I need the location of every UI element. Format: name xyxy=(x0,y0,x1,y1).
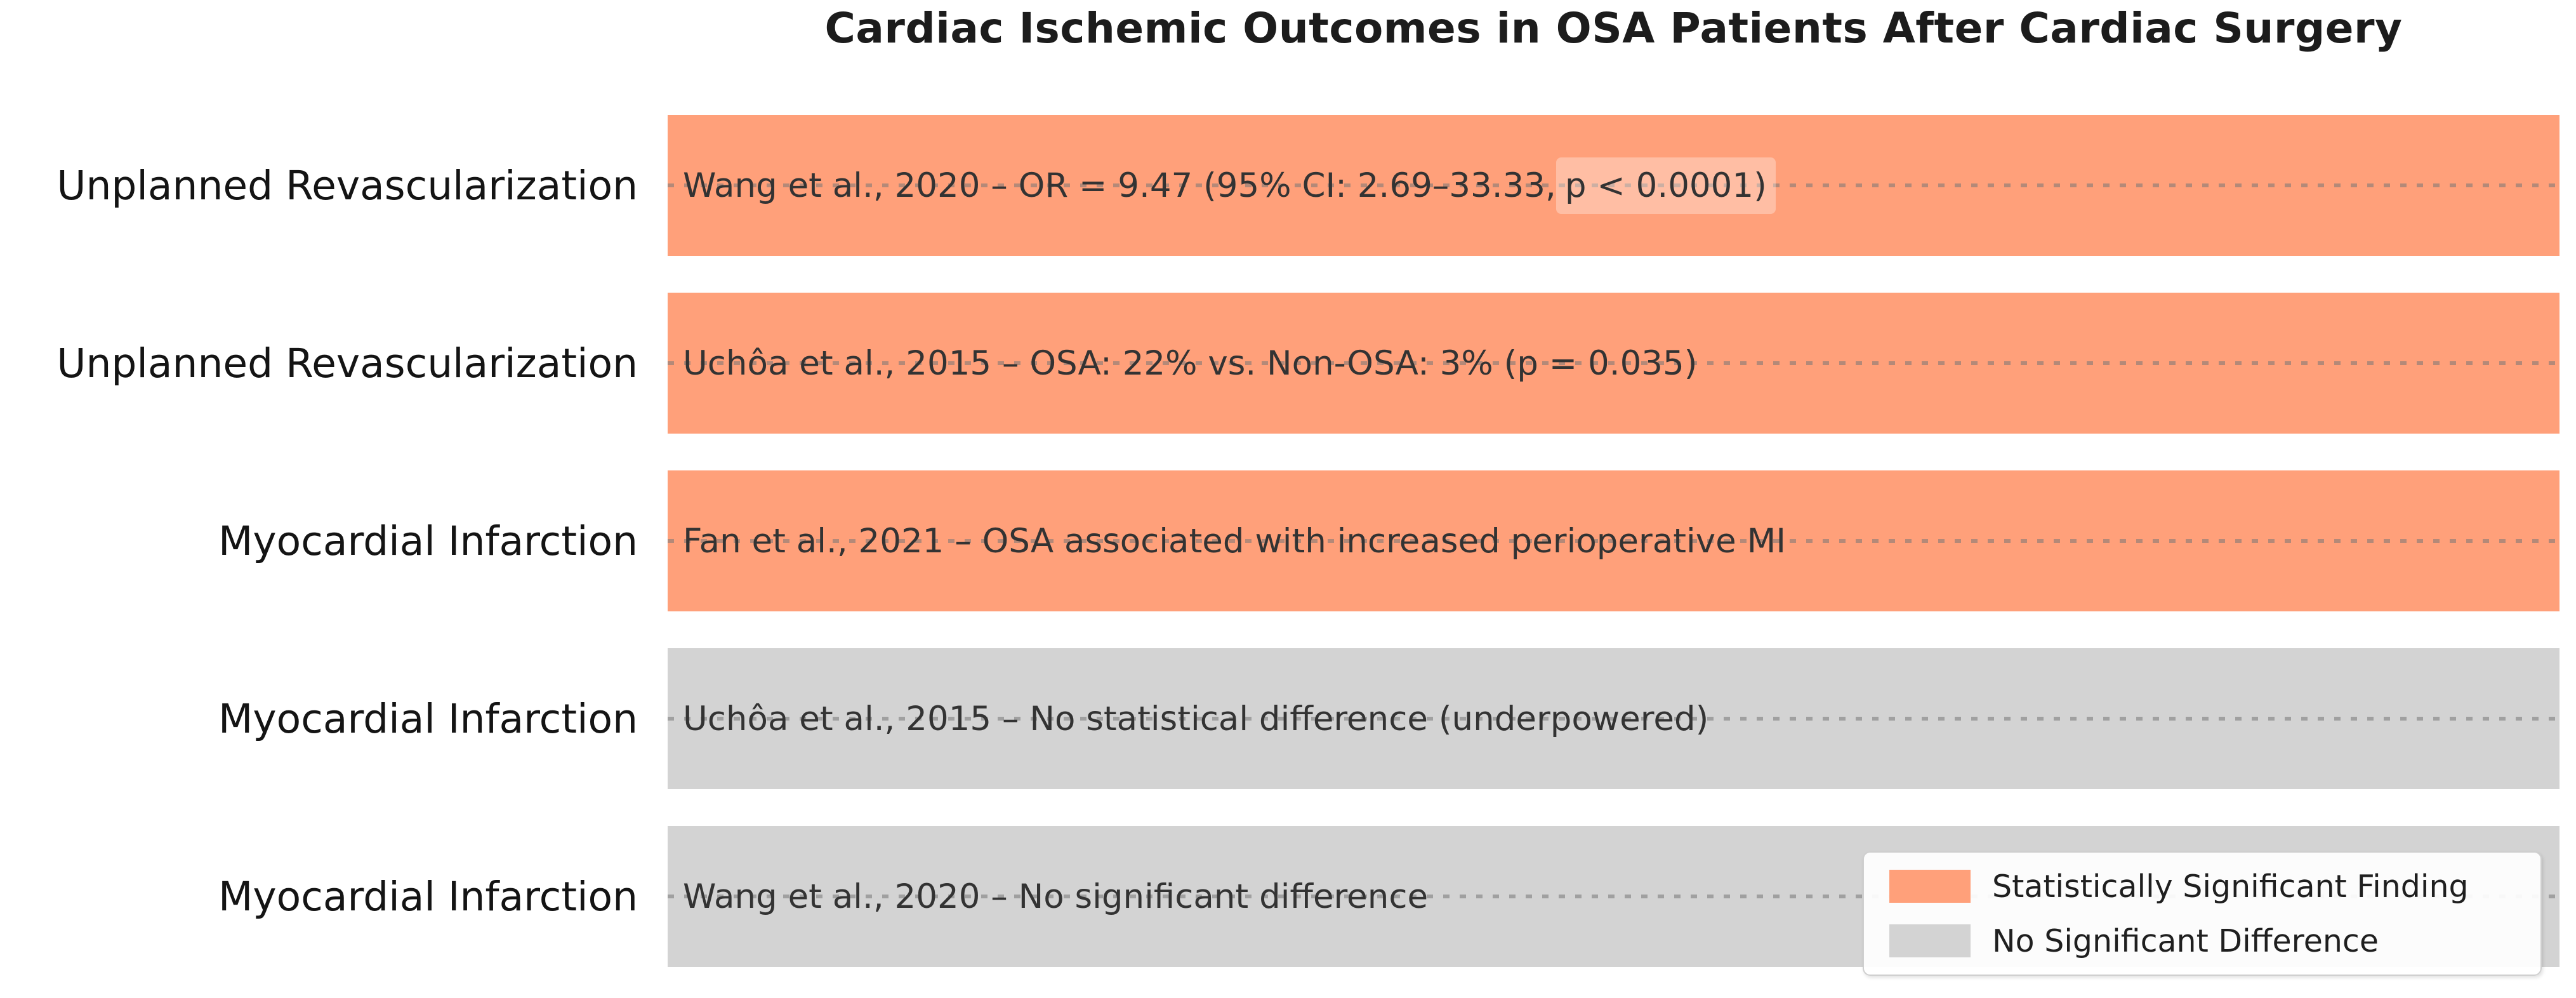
bar: Wang et al., 2020 – OR = 9.47 (95% CI: 2… xyxy=(668,115,2559,256)
chart-row: Myocardial Infarction Fan et al., 2021 –… xyxy=(0,470,2576,611)
bar-annotation: Uchôa et al., 2015 – No statistical diff… xyxy=(683,648,1708,789)
annotation-text: Wang et al., 2020 – OR = 9.47 (95% CI: 2… xyxy=(683,166,1556,205)
row-label: Unplanned Revascularization xyxy=(56,340,638,387)
dotted-leader-line xyxy=(668,539,2559,543)
dotted-leader-line xyxy=(668,361,2559,365)
row-label: Myocardial Infarction xyxy=(218,873,638,920)
dotted-leader-line xyxy=(668,717,2559,721)
bar: Fan et al., 2021 – OSA associated with i… xyxy=(668,470,2559,611)
legend-swatch-significant xyxy=(1889,870,1971,903)
legend-swatch-not-significant xyxy=(1889,924,1971,957)
dotted-leader-line xyxy=(668,183,2559,187)
legend: Statistically Significant Finding No Sig… xyxy=(1863,851,2542,976)
chart-row: Unplanned Revascularization Uchôa et al.… xyxy=(0,293,2576,434)
annotation-text: Wang et al., 2020 – No significant diffe… xyxy=(683,877,1429,916)
legend-label: No Significant Difference xyxy=(1992,922,2379,959)
legend-label: Statistically Significant Finding xyxy=(1992,868,2469,905)
bar-annotation: Fan et al., 2021 – OSA associated with i… xyxy=(683,470,1786,611)
bar-annotation: Uchôa et al., 2015 – OSA: 22% vs. Non-OS… xyxy=(683,293,1697,434)
annotation-text: Uchôa et al., 2015 – OSA: 22% vs. Non-OS… xyxy=(683,343,1698,383)
annotation-text: Fan et al., 2021 – OSA associated with i… xyxy=(683,521,1786,561)
bar: Uchôa et al., 2015 – No statistical diff… xyxy=(668,648,2559,789)
bar: Uchôa et al., 2015 – OSA: 22% vs. Non-OS… xyxy=(668,293,2559,434)
bar-annotation: Wang et al., 2020 – No significant diffe… xyxy=(683,826,1428,967)
dotted-leader-line xyxy=(668,895,2559,898)
annotation-text: Uchôa et al., 2015 – No statistical diff… xyxy=(683,699,1709,738)
row-label: Myocardial Infarction xyxy=(218,517,638,564)
p-value-highlight: p < 0.0001) xyxy=(1556,157,1776,214)
chart-row: Unplanned Revascularization Wang et al.,… xyxy=(0,115,2576,256)
legend-item: No Significant Difference xyxy=(1889,923,2534,959)
chart-row: Myocardial Infarction Uchôa et al., 2015… xyxy=(0,648,2576,789)
legend-item: Statistically Significant Finding xyxy=(1889,868,2534,905)
row-label: Unplanned Revascularization xyxy=(56,162,638,209)
bar-annotation: Wang et al., 2020 – OR = 9.47 (95% CI: 2… xyxy=(683,115,1776,256)
chart-title: Cardiac Ischemic Outcomes in OSA Patient… xyxy=(824,4,2403,53)
row-label: Myocardial Infarction xyxy=(218,695,638,742)
